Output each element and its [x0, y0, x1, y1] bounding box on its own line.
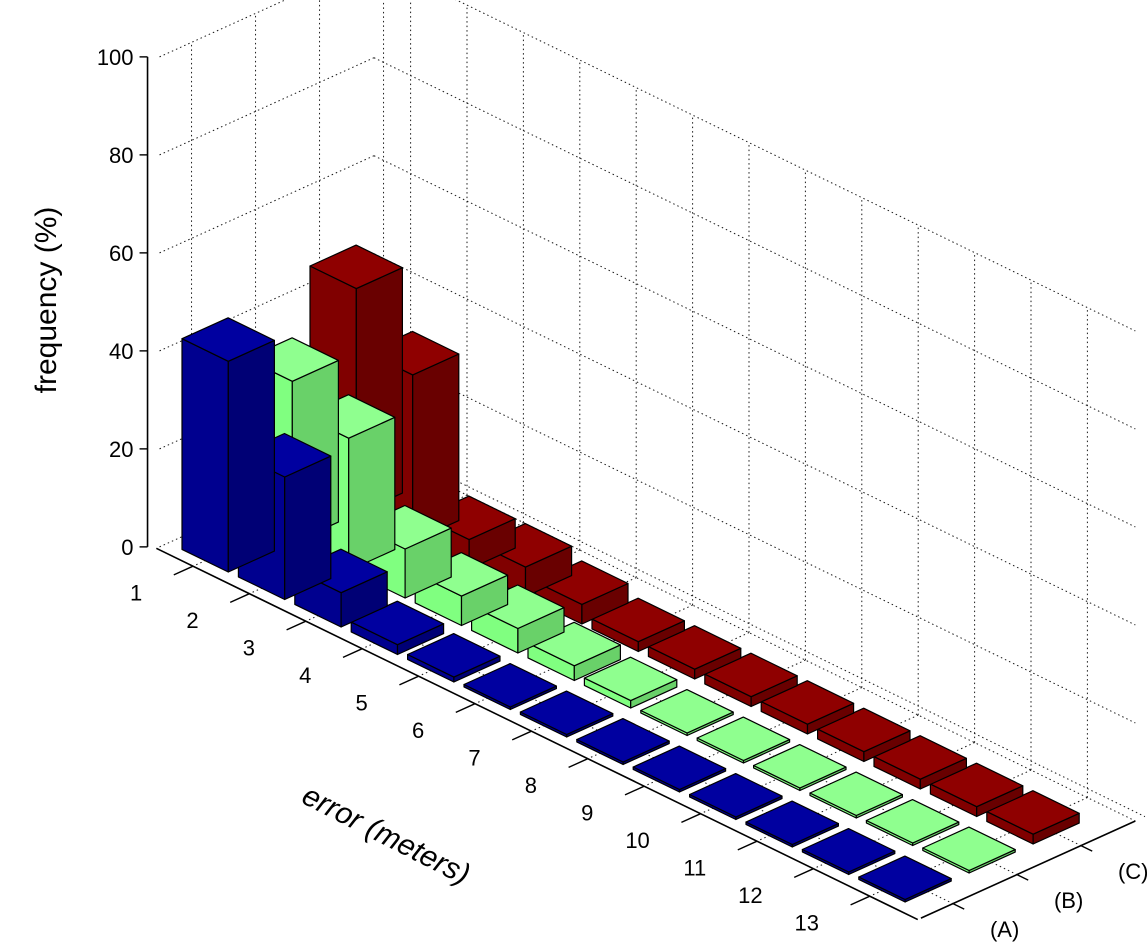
y-tick-mark — [1016, 873, 1029, 881]
x-tick-label: 1 — [130, 581, 142, 606]
grid-line-back-z — [455, 0, 1136, 332]
bar-side-face — [227, 339, 275, 573]
z-tick-label: 0 — [121, 535, 133, 560]
x-tick-label: 6 — [412, 718, 424, 743]
z-tick-label: 20 — [109, 437, 133, 462]
x-tick-label: 12 — [738, 883, 762, 908]
bar-A-10 — [688, 772, 783, 821]
y-tick-label: (B) — [1054, 888, 1083, 913]
bar-A-9 — [632, 745, 727, 793]
bar-A-8 — [576, 717, 670, 766]
grid-line-back-z — [373, 155, 1136, 528]
x-tick-mark — [681, 813, 701, 824]
grid-line-back-z — [373, 449, 1136, 822]
bar-C-8 — [704, 652, 798, 708]
x-tick-label: 5 — [356, 691, 368, 716]
bar-top-face — [583, 656, 678, 702]
x-tick-mark — [342, 648, 363, 659]
bar-top-face — [922, 826, 1016, 872]
bar-top-face — [865, 798, 960, 844]
bar-layer — [181, 244, 1080, 903]
x-tick-label: 7 — [468, 746, 480, 771]
bar-top-face — [809, 771, 904, 817]
bar-side-face — [284, 455, 332, 601]
x-tick-mark — [568, 758, 589, 769]
x-axis-title: error (meters) — [297, 779, 475, 892]
y-tick-mark — [1080, 844, 1093, 852]
bar-top-face — [688, 772, 783, 818]
bar-A-5 — [407, 632, 501, 683]
x-axis-line — [155, 547, 919, 921]
bar-top-face — [519, 690, 614, 736]
bar-B-13 — [922, 826, 1016, 874]
z-tick-label: 80 — [109, 143, 133, 168]
x-tick-mark — [624, 785, 645, 796]
y-axis-line — [920, 820, 1136, 919]
grid-line-side-z — [159, 155, 375, 254]
y-tick-label: (A) — [990, 917, 1019, 942]
bar-B-11 — [809, 771, 904, 819]
x-tick-label: 2 — [186, 608, 198, 633]
y-tick-mark — [952, 902, 965, 910]
x-tick-label: 11 — [683, 856, 706, 881]
bar-B-12 — [865, 798, 960, 847]
z-axis-title: frequency (%) — [30, 207, 63, 394]
bar-A-11 — [745, 800, 840, 848]
x-tick-mark — [511, 730, 532, 741]
bar-top-face — [745, 800, 840, 846]
bar-A-7 — [519, 690, 614, 738]
x-tick-mark — [229, 593, 250, 604]
x-tick-mark — [850, 895, 871, 906]
bar-B-9 — [696, 716, 791, 764]
bar-top-face — [801, 827, 896, 873]
bar-top-face — [640, 688, 734, 734]
bar-top-face — [858, 855, 952, 901]
bar-B-8 — [640, 688, 734, 737]
x-tick-mark — [399, 675, 419, 686]
grid-line-back-z — [373, 57, 1136, 430]
grid-line-floor-y — [383, 444, 1146, 818]
x-tick-label: 4 — [299, 663, 311, 688]
bar-A-1 — [181, 317, 275, 573]
x-tick-label: 9 — [581, 801, 593, 826]
bar-B-7 — [583, 656, 678, 709]
x-tick-mark — [286, 620, 307, 631]
bar-front-face — [181, 338, 229, 573]
bar-top-face — [576, 717, 670, 763]
bar-B-10 — [752, 743, 847, 792]
bar-A-13 — [858, 855, 952, 903]
x-tick-label: 3 — [243, 636, 255, 661]
bar-top-face — [696, 716, 791, 762]
bar-top-face — [407, 632, 501, 678]
x-tick-label: 8 — [525, 773, 537, 798]
grid-line-side-z — [159, 57, 375, 156]
x-tick-label: 10 — [625, 828, 649, 853]
bar-top-face — [309, 244, 403, 290]
x-tick-label: 13 — [795, 911, 819, 936]
bar-top-face — [463, 662, 558, 708]
grid-line-back-z — [373, 351, 1136, 724]
x-tick-mark — [793, 868, 814, 879]
grid-line-side-z — [159, 0, 287, 58]
bar-A-6 — [463, 662, 558, 711]
x-tick-mark — [455, 703, 476, 714]
z-tick-label: 60 — [109, 241, 133, 266]
y-tick-label: (C) — [1118, 859, 1147, 884]
bar-top-face — [632, 745, 727, 791]
grid-line-back-z — [373, 253, 1136, 626]
z-tick-label: 40 — [109, 339, 133, 364]
x-tick-mark — [173, 565, 194, 576]
z-tick-label: 100 — [97, 45, 134, 70]
bar-side-face — [348, 416, 396, 572]
bar-A-12 — [801, 827, 896, 876]
bar-top-face — [752, 743, 847, 789]
bar-top-face — [181, 317, 275, 362]
grid-line-side-z — [159, 253, 375, 352]
x-tick-mark — [737, 840, 758, 851]
